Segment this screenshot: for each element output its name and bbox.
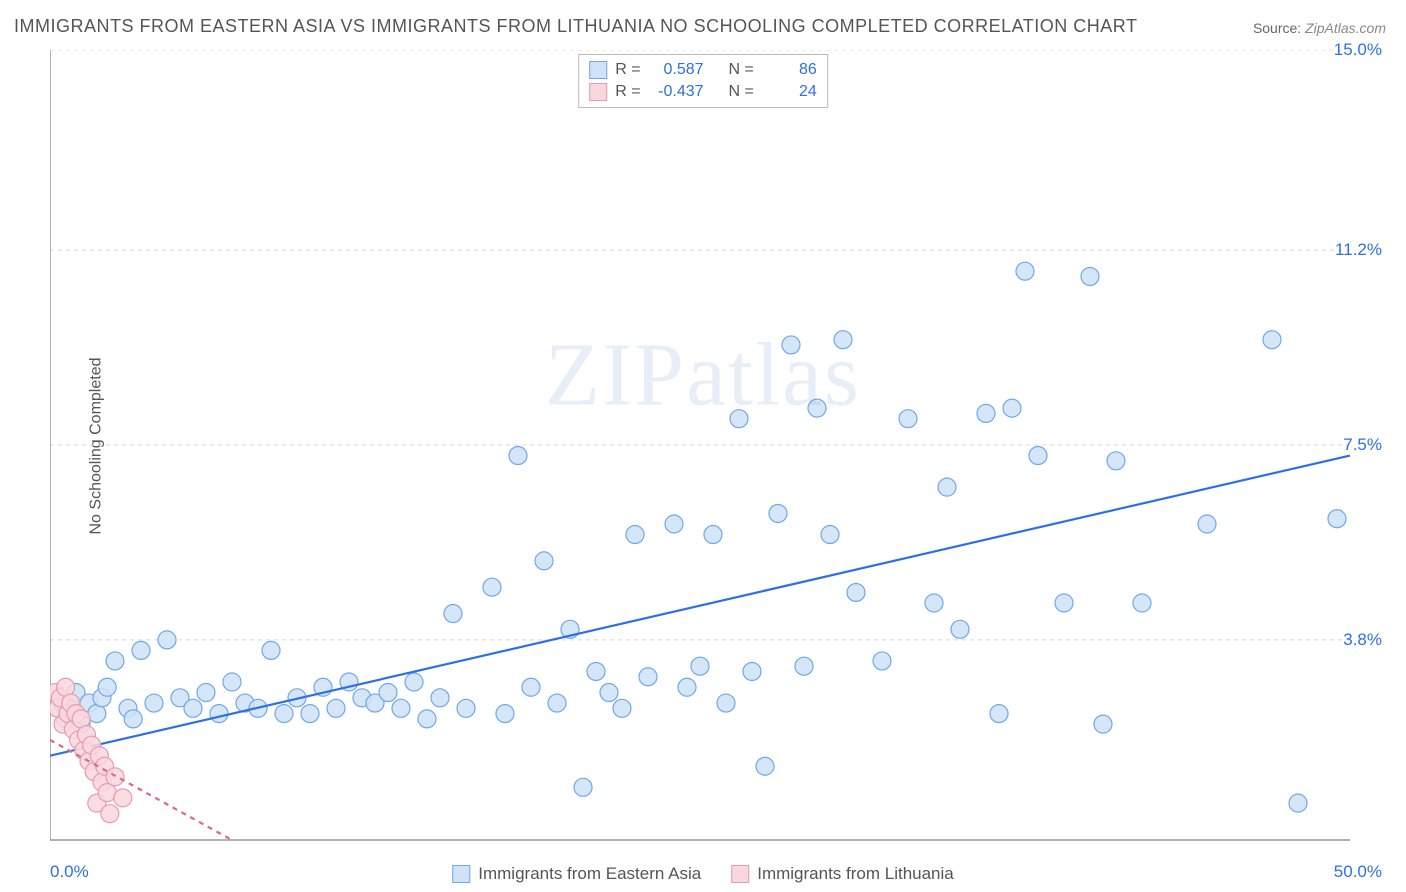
y-tick-label: 11.2% [1335, 240, 1382, 260]
n-label-1: N = [728, 81, 753, 103]
y-tick-label: 7.5% [1343, 435, 1382, 455]
x-tick-min: 0.0% [50, 862, 89, 882]
correlation-legend: R = 0.587 N = 86 R = -0.437 N = 24 [578, 54, 828, 108]
legend-bottom-swatch-1 [731, 865, 749, 883]
y-tick-label: 3.8% [1343, 630, 1382, 650]
scatter-chart [50, 50, 1386, 852]
r-value-1: -0.437 [649, 81, 704, 103]
r-value-0: 0.587 [649, 59, 704, 81]
x-tick-max: 50.0% [1334, 862, 1382, 882]
legend-item-1: Immigrants from Lithuania [731, 864, 954, 884]
legend-label-1: Immigrants from Lithuania [757, 864, 954, 884]
r-label-0: R = [615, 59, 640, 81]
legend-swatch-1 [589, 83, 607, 101]
legend-item-0: Immigrants from Eastern Asia [452, 864, 701, 884]
y-tick-label: 15.0% [1334, 40, 1382, 60]
series-legend: Immigrants from Eastern Asia Immigrants … [452, 864, 954, 884]
n-value-1: 24 [762, 81, 817, 103]
n-value-0: 86 [762, 59, 817, 81]
legend-row-series-0: R = 0.587 N = 86 [589, 59, 817, 81]
n-label-0: N = [728, 59, 753, 81]
legend-label-0: Immigrants from Eastern Asia [478, 864, 701, 884]
legend-bottom-swatch-0 [452, 865, 470, 883]
source-value: ZipAtlas.com [1305, 20, 1386, 36]
source-label: Source: [1253, 20, 1301, 36]
legend-row-series-1: R = -0.437 N = 24 [589, 81, 817, 103]
r-label-1: R = [615, 81, 640, 103]
source-attribution: Source: ZipAtlas.com [1253, 20, 1386, 36]
legend-swatch-0 [589, 61, 607, 79]
chart-title: IMMIGRANTS FROM EASTERN ASIA VS IMMIGRAN… [14, 16, 1137, 37]
